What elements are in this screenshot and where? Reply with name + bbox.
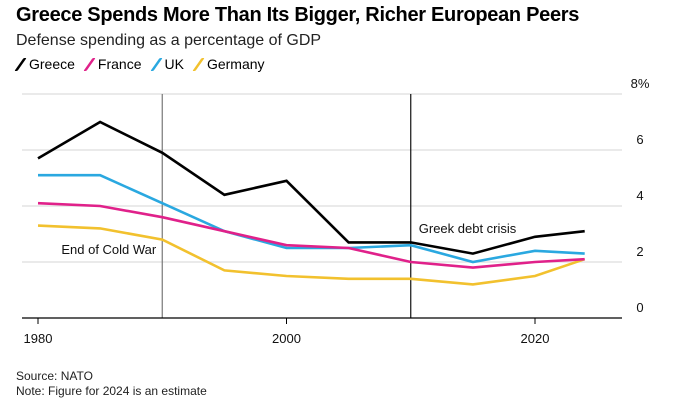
series-lines <box>37 120 586 286</box>
series-line-greece <box>37 120 585 255</box>
x-tick-label-1980: 1980 <box>24 331 53 346</box>
x-tick-label-2020: 2020 <box>521 331 550 346</box>
annotation-label-0: End of Cold War <box>61 242 157 257</box>
series-line-germany <box>37 224 586 286</box>
series-line-uk <box>38 173 585 264</box>
x-tick-label-2000: 2000 <box>272 331 301 346</box>
legend-label-greece: Greece <box>29 56 75 72</box>
y-tick-label-4: 4 <box>636 188 643 203</box>
chart-title: Greece Spends More Than Its Bigger, Rich… <box>16 4 580 26</box>
y-tick-label-6: 6 <box>636 132 643 147</box>
y-tick-label-8: 8% <box>631 76 650 91</box>
annotation-label-1: Greek debt crisis <box>419 221 517 236</box>
y-tick-label-0: 0 <box>636 300 643 315</box>
legend-label-uk: UK <box>164 56 184 72</box>
legend-item-france: France <box>83 56 142 72</box>
legend-item-greece: Greece <box>14 56 75 72</box>
legend-item-germany: Germany <box>192 56 265 72</box>
chart-footer: Source: NATO Note: Figure for 2024 is an… <box>16 369 207 399</box>
series-line-france <box>37 201 585 269</box>
y-tick-label-2: 2 <box>636 244 643 259</box>
estimate-note: Note: Figure for 2024 is an estimate <box>16 384 207 398</box>
legend-item-uk: UK <box>149 56 184 72</box>
chart-subtitle: Defense spending as a percentage of GDP <box>16 32 322 49</box>
source-note: Source: NATO <box>16 369 93 383</box>
annotation-lines <box>161 94 412 318</box>
legend-label-germany: Germany <box>206 56 265 72</box>
legend: Greece France UK Germany <box>14 56 265 72</box>
axes: 0 2 4 6 8% 1980 2000 2020 End of Cold War Greek d… <box>22 76 650 346</box>
legend-label-france: France <box>97 56 142 72</box>
gridlines <box>22 93 622 263</box>
